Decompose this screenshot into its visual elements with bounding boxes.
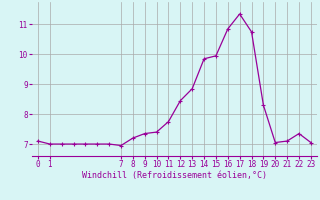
X-axis label: Windchill (Refroidissement éolien,°C): Windchill (Refroidissement éolien,°C) [82,171,267,180]
